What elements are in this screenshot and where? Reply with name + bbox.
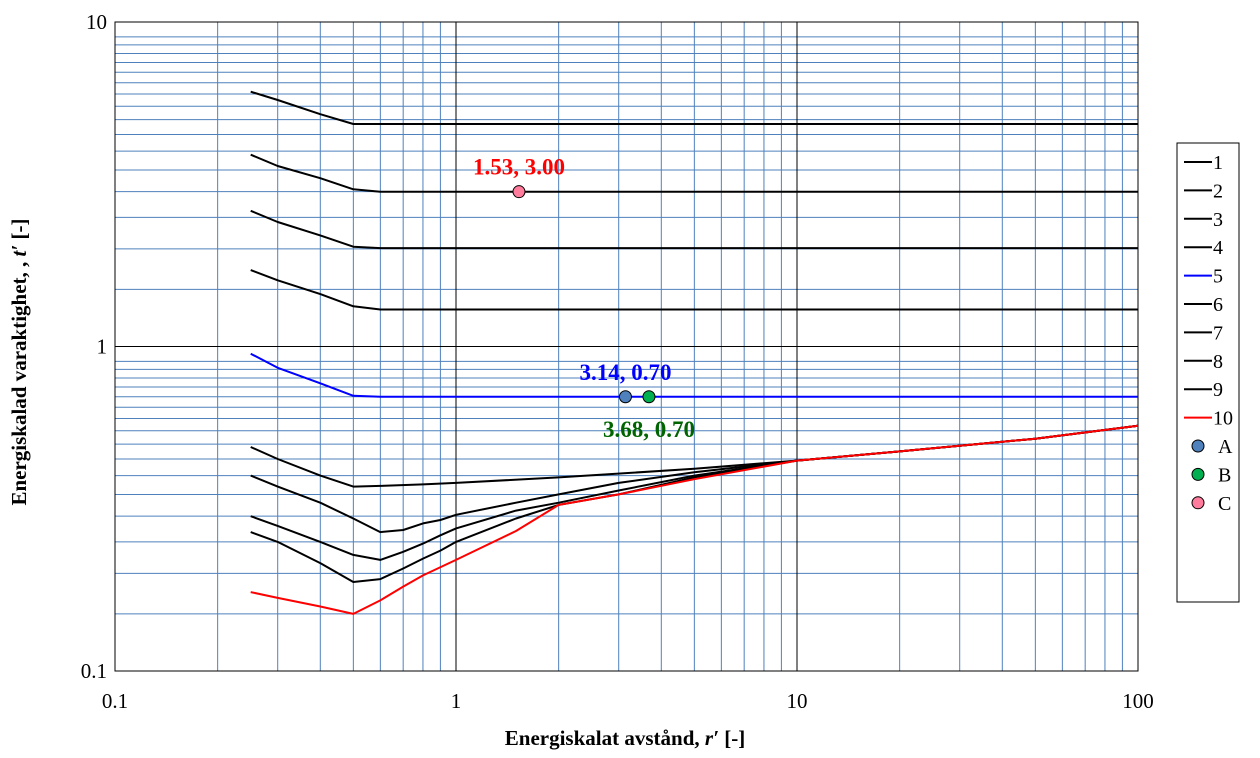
legend-marker-B [1191, 467, 1205, 481]
legend-marker-C [1191, 496, 1205, 510]
legend-label-5: 5 [1213, 266, 1223, 288]
markers [512, 185, 656, 404]
marker-label-B: 3.68, 0.70 [603, 417, 695, 442]
x-tick-label: 100 [1122, 689, 1154, 713]
series-line-2 [250, 153, 1138, 193]
x-tick-label: 10 [787, 689, 808, 713]
series-line-1 [250, 90, 1138, 125]
legend-label-8: 8 [1213, 351, 1223, 373]
marker-A [618, 390, 632, 404]
marker-labels: 3.14, 0.70 3.68, 0.70 1.53, 3.00 [473, 155, 695, 442]
legend-label-6: 6 [1213, 294, 1223, 316]
y-tick-label: 1 [97, 335, 108, 359]
series-line-5 [250, 352, 1138, 398]
legend-label-3: 3 [1213, 209, 1223, 231]
series-lines [250, 90, 1139, 615]
series-line-3 [250, 209, 1138, 250]
x-tick-label: 0.1 [102, 689, 128, 713]
legend-label-1: 1 [1213, 152, 1223, 174]
legend-label-2: 2 [1213, 180, 1223, 202]
legend-marker-A [1191, 439, 1205, 453]
marker-label-A: 3.14, 0.70 [579, 360, 671, 385]
x-tick-labels: 0.1 1 10 100 [102, 689, 1154, 713]
legend-label-4: 4 [1213, 237, 1223, 259]
legend-label-C: C [1218, 493, 1231, 515]
legend-items: 1 2 3 4 5 6 7 8 9 10 ABC [1184, 152, 1233, 515]
y-axis-label: Energiskalad varaktighet, , t′ [-] [7, 218, 31, 505]
legend-label-B: B [1218, 464, 1231, 486]
legend: 1 2 3 4 5 6 7 8 9 10 ABC [1176, 142, 1240, 603]
legend-label-10: 10 [1213, 408, 1233, 430]
series-line-10 [250, 424, 1139, 615]
y-tick-label: 0.1 [81, 659, 107, 683]
legend-box [1176, 142, 1240, 603]
y-tick-labels: 0.1 1 10 [81, 10, 107, 683]
legend-label-9: 9 [1213, 379, 1223, 401]
legend-label-7: 7 [1213, 322, 1223, 344]
legend-label-A: A [1218, 436, 1233, 458]
x-tick-label: 1 [451, 689, 462, 713]
x-axis-label: Energiskalat avstånd, r′ [-] [505, 726, 745, 750]
series-line-4 [250, 269, 1138, 311]
marker-C [512, 185, 526, 199]
plot-border [114, 21, 1139, 672]
y-tick-label: 10 [86, 10, 107, 34]
marker-label-C: 1.53, 3.00 [473, 155, 565, 180]
marker-B [642, 390, 656, 404]
